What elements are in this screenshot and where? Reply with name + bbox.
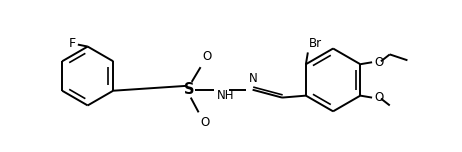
Text: S: S — [183, 82, 194, 97]
Text: N: N — [249, 72, 257, 85]
Text: NH: NH — [217, 89, 235, 102]
Text: O: O — [374, 56, 383, 69]
Text: O: O — [201, 116, 210, 129]
Text: O: O — [374, 91, 383, 104]
Text: F: F — [69, 37, 76, 50]
Text: O: O — [202, 50, 212, 63]
Text: Br: Br — [309, 38, 322, 50]
